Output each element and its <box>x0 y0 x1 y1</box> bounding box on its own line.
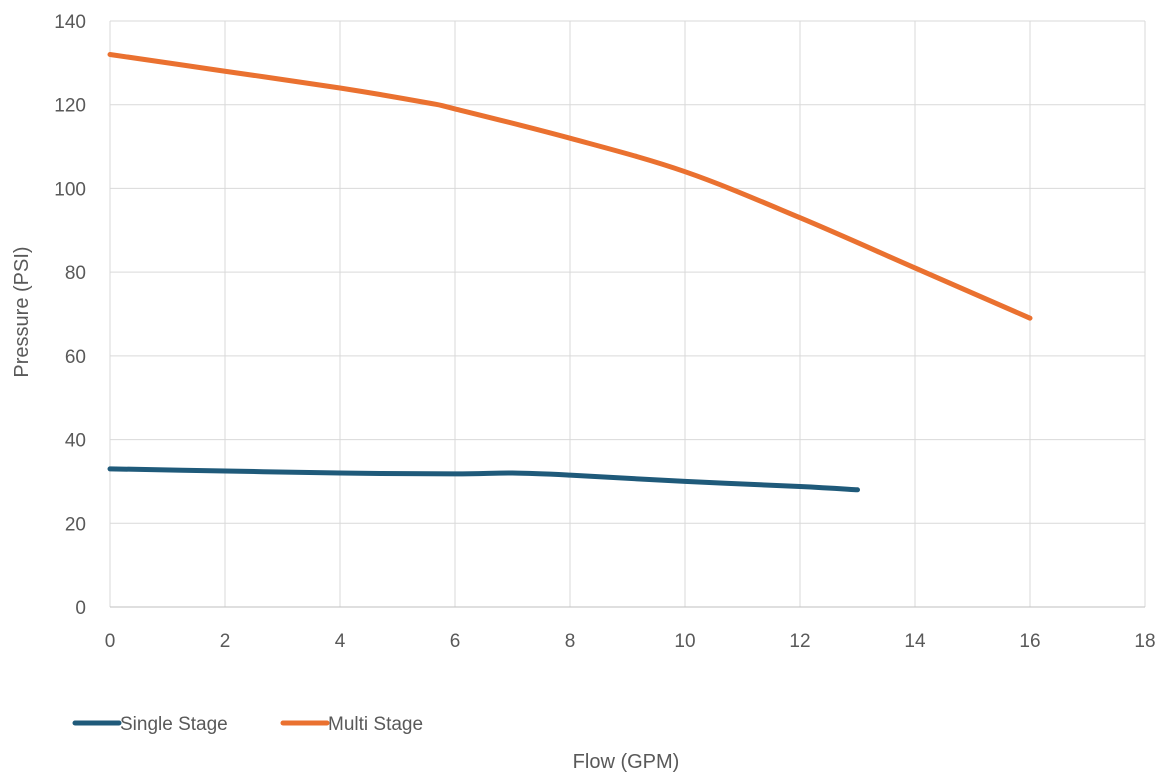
x-tick-label: 14 <box>904 631 926 652</box>
x-tick-label: 12 <box>789 631 810 652</box>
y-tick-label: 40 <box>65 431 86 452</box>
y-tick-label: 80 <box>65 263 86 284</box>
y-tick-label: 120 <box>54 96 86 117</box>
y-tick-label: 0 <box>75 598 86 619</box>
x-axis-title: Flow (GPM) <box>573 751 680 773</box>
x-tick-label: 16 <box>1019 631 1040 652</box>
legend: Single Stage Multi Stage <box>72 714 423 735</box>
x-tick-label: 18 <box>1134 631 1155 652</box>
x-tick-label: 10 <box>674 631 695 652</box>
y-tick-label: 100 <box>54 179 86 200</box>
legend-label-single-stage: Single Stage <box>120 714 228 735</box>
y-tick-label: 20 <box>65 514 86 535</box>
gridlines <box>109 20 1146 608</box>
x-tick-label: 2 <box>220 631 231 652</box>
series-line-single-stage <box>107 466 860 493</box>
y-tick-label: 60 <box>65 347 86 368</box>
series-line-multi-stage <box>107 51 1033 321</box>
x-tick-label: 4 <box>335 631 346 652</box>
x-tick-label: 0 <box>105 631 116 652</box>
y-tick-label: 140 <box>54 12 86 33</box>
y-axis-title: Pressure (PSI) <box>11 246 33 377</box>
x-tick-label: 6 <box>450 631 461 652</box>
tick-labels: 0 2 4 6 8 10 12 14 16 18 0 20 40 60 80 100 120 140 <box>54 12 1155 652</box>
legend-label-multi-stage: Multi Stage <box>328 714 423 735</box>
x-tick-label: 8 <box>565 631 576 652</box>
series-lines <box>107 51 1033 493</box>
